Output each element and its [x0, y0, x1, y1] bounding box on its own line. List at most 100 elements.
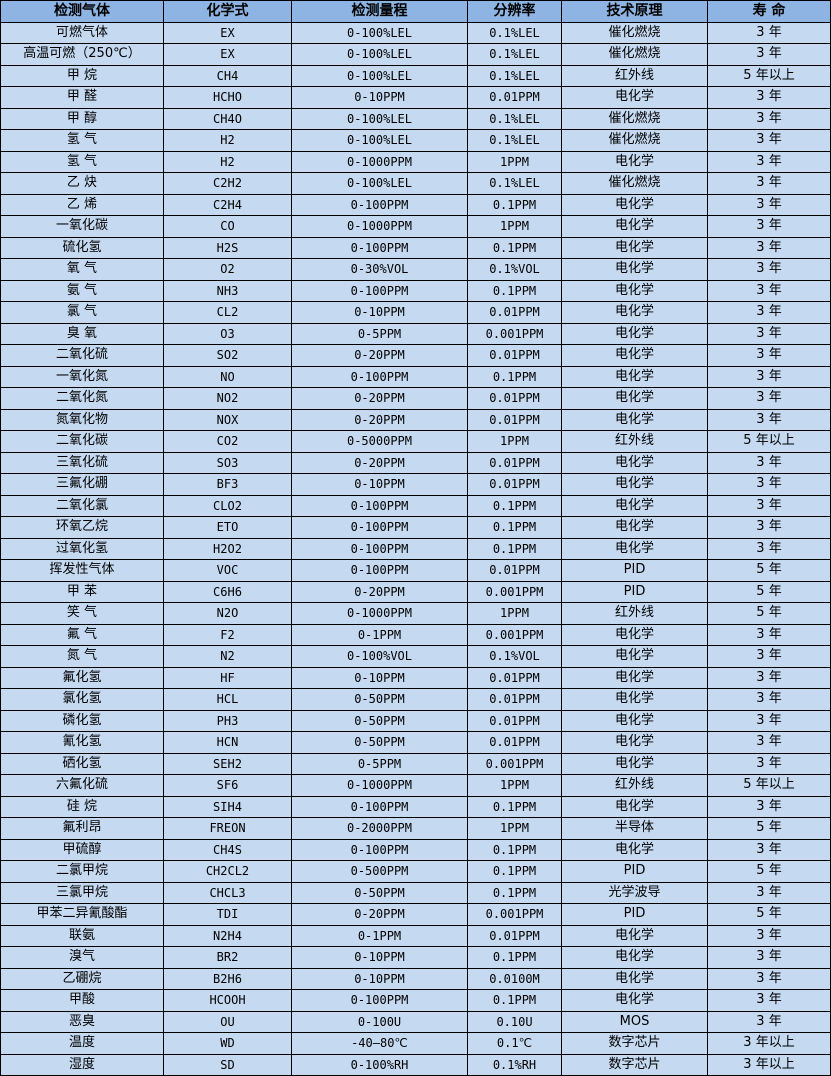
- cell-range: 0-5PPM: [291, 322, 468, 345]
- cell-gas: 一氧化碳: [0, 215, 164, 238]
- cell-formula: WD: [163, 1032, 292, 1055]
- table-row: 磷化氢 PH3 0-50PPM 0.01PPM 电化学 3 年: [0, 709, 831, 732]
- cell-lifespan: 3 年: [707, 129, 831, 152]
- table-row: 三氟化硼 BF3 0-10PPM 0.01PPM 电化学 3 年: [0, 473, 831, 496]
- cell-resolution: 0.1%LEL: [467, 172, 562, 195]
- cell-principle: 催化燃烧: [561, 129, 708, 152]
- cell-formula: SEH2: [163, 752, 292, 775]
- cell-formula: HCOOH: [163, 989, 292, 1012]
- header-row: 检测气体 化学式 检测量程 分辨率 技术原理 寿 命: [0, 0, 831, 23]
- cell-principle: 电化学: [561, 344, 708, 367]
- cell-principle: 红外线: [561, 602, 708, 625]
- cell-lifespan: 3 年以上: [707, 1053, 831, 1076]
- cell-range: 0-100%LEL: [291, 43, 468, 66]
- table-row: 氟化氢 HF 0-10PPM 0.01PPM 电化学 3 年: [0, 666, 831, 689]
- cell-formula: O3: [163, 322, 292, 345]
- cell-formula: EX: [163, 21, 292, 44]
- cell-gas: 过氧化氢: [0, 537, 164, 560]
- cell-principle: 红外线: [561, 774, 708, 797]
- cell-formula: NO: [163, 365, 292, 388]
- cell-principle: 电化学: [561, 666, 708, 689]
- cell-principle: 电化学: [561, 215, 708, 238]
- cell-gas: 笑 气: [0, 602, 164, 625]
- cell-lifespan: 3 年: [707, 494, 831, 517]
- cell-lifespan: 3 年: [707, 1010, 831, 1033]
- cell-principle: 电化学: [561, 322, 708, 345]
- table-row: 二氯甲烷 CH2CL2 0-500PPM 0.1PPM PID 5 年: [0, 860, 831, 883]
- cell-gas: 联氨: [0, 924, 164, 947]
- cell-range: 0-5PPM: [291, 752, 468, 775]
- cell-lifespan: 3 年: [707, 236, 831, 259]
- cell-formula: TDI: [163, 903, 292, 926]
- cell-formula: SD: [163, 1053, 292, 1076]
- cell-range: 0-100%LEL: [291, 21, 468, 44]
- cell-resolution: 0.1PPM: [467, 537, 562, 560]
- cell-resolution: 0.1PPM: [467, 236, 562, 259]
- cell-gas: 一氧化氮: [0, 365, 164, 388]
- cell-range: 0-50PPM: [291, 688, 468, 711]
- cell-resolution: 0.001PPM: [467, 623, 562, 646]
- cell-gas: 氮 气: [0, 645, 164, 668]
- cell-gas: 二氧化碳: [0, 430, 164, 453]
- cell-gas: 氧 气: [0, 258, 164, 281]
- cell-resolution: 1PPM: [467, 602, 562, 625]
- cell-lifespan: 3 年: [707, 322, 831, 345]
- cell-lifespan: 3 年: [707, 946, 831, 969]
- cell-principle: 电化学: [561, 967, 708, 990]
- cell-range: 0-20PPM: [291, 903, 468, 926]
- cell-range: 0-1000PPM: [291, 774, 468, 797]
- cell-range: 0-20PPM: [291, 387, 468, 410]
- cell-lifespan: 3 年: [707, 645, 831, 668]
- table-row: 挥发性气体 VOC 0-100PPM 0.01PPM PID 5 年: [0, 559, 831, 582]
- cell-gas: 挥发性气体: [0, 559, 164, 582]
- table-row: 臭 氧 O3 0-5PPM 0.001PPM 电化学 3 年: [0, 322, 831, 345]
- cell-lifespan: 3 年: [707, 408, 831, 431]
- cell-resolution: 0.1PPM: [467, 193, 562, 216]
- cell-resolution: 0.1PPM: [467, 838, 562, 861]
- table-row: 溴气 BR2 0-10PPM 0.1PPM 电化学 3 年: [0, 946, 831, 969]
- cell-range: 0-10PPM: [291, 666, 468, 689]
- cell-resolution: 0.1℃: [467, 1032, 562, 1055]
- cell-principle: MOS: [561, 1010, 708, 1033]
- cell-formula: C2H2: [163, 172, 292, 195]
- cell-formula: N2H4: [163, 924, 292, 947]
- cell-gas: 湿度: [0, 1053, 164, 1076]
- header-range: 检测量程: [291, 0, 468, 23]
- cell-formula: B2H6: [163, 967, 292, 990]
- header-lifespan: 寿 命: [707, 0, 831, 23]
- cell-range: 0-100PPM: [291, 236, 468, 259]
- cell-resolution: 0.1%LEL: [467, 21, 562, 44]
- cell-resolution: 0.1PPM: [467, 494, 562, 517]
- cell-range: 0-100PPM: [291, 537, 468, 560]
- table-row: 乙 烯 C2H4 0-100PPM 0.1PPM 电化学 3 年: [0, 193, 831, 216]
- table-row: 一氧化氮 NO 0-100PPM 0.1PPM 电化学 3 年: [0, 365, 831, 388]
- table-row: 温度 WD -40—80℃ 0.1℃ 数字芯片 3 年以上: [0, 1032, 831, 1055]
- cell-gas: 氟 气: [0, 623, 164, 646]
- cell-range: 0-100%RH: [291, 1053, 468, 1076]
- cell-principle: 电化学: [561, 473, 708, 496]
- cell-range: 0-100U: [291, 1010, 468, 1033]
- table-row: 笑 气 N2O 0-1000PPM 1PPM 红外线 5 年: [0, 602, 831, 625]
- cell-gas: 三氟化硼: [0, 473, 164, 496]
- cell-resolution: 0.01PPM: [467, 731, 562, 754]
- cell-formula: F2: [163, 623, 292, 646]
- cell-gas: 三氯甲烷: [0, 881, 164, 904]
- cell-lifespan: 3 年: [707, 279, 831, 302]
- cell-range: 0-30%VOL: [291, 258, 468, 281]
- cell-formula: BF3: [163, 473, 292, 496]
- cell-principle: 电化学: [561, 709, 708, 732]
- cell-range: 0-100%LEL: [291, 129, 468, 152]
- cell-resolution: 0.01PPM: [467, 408, 562, 431]
- table-row: 氮氧化物 NOX 0-20PPM 0.01PPM 电化学 3 年: [0, 408, 831, 431]
- table-row: 氢 气 H2 0-100%LEL 0.1%LEL 催化燃烧 3 年: [0, 129, 831, 152]
- cell-lifespan: 5 年以上: [707, 774, 831, 797]
- cell-formula: NO2: [163, 387, 292, 410]
- cell-lifespan: 3 年: [707, 516, 831, 539]
- cell-resolution: 0.1%LEL: [467, 129, 562, 152]
- cell-resolution: 0.1%VOL: [467, 645, 562, 668]
- header-resolution: 分辨率: [467, 0, 562, 23]
- table-row: 三氯甲烷 CHCL3 0-50PPM 0.1PPM 光学波导 3 年: [0, 881, 831, 904]
- table-row: 二氧化碳 CO2 0-5000PPM 1PPM 红外线 5 年以上: [0, 430, 831, 453]
- table-row: 二氧化氮 NO2 0-20PPM 0.01PPM 电化学 3 年: [0, 387, 831, 410]
